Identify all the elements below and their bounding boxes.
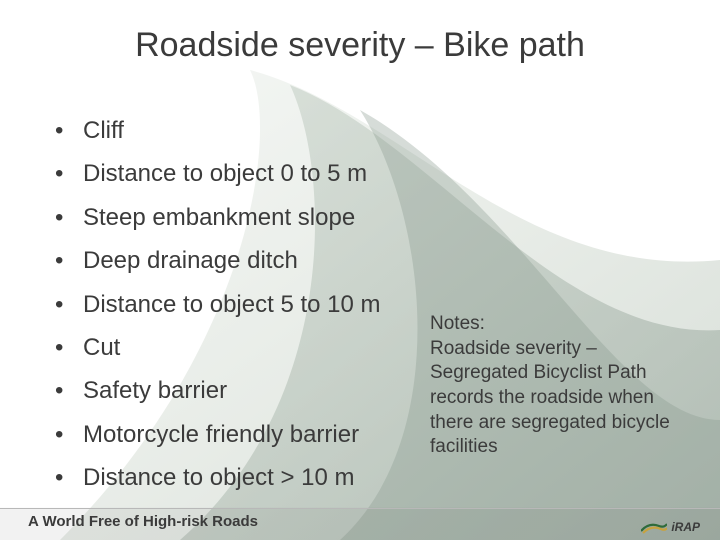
footer-bar: A World Free of High-risk Roads iRAP bbox=[0, 504, 720, 540]
bullet-dot: • bbox=[55, 293, 83, 317]
bullet-dot: • bbox=[55, 249, 83, 273]
bullet-list: •Cliff •Distance to object 0 to 5 m •Ste… bbox=[55, 115, 381, 506]
bullet-text: Distance to object > 10 m bbox=[83, 462, 354, 494]
bullet-text: Deep drainage ditch bbox=[83, 245, 298, 277]
list-item: •Safety barrier bbox=[55, 375, 381, 407]
logo-swish-icon bbox=[641, 520, 667, 534]
bullet-text: Safety barrier bbox=[83, 375, 227, 407]
notes-body: Roadside severity – Segregated Bicyclist… bbox=[430, 337, 680, 460]
list-item: •Distance to object > 10 m bbox=[55, 462, 381, 494]
logo-text: iRAP bbox=[671, 520, 700, 534]
list-item: •Motorcycle friendly barrier bbox=[55, 419, 381, 451]
bullet-text: Cliff bbox=[83, 115, 124, 147]
notes-block: Notes: Roadside severity – Segregated Bi… bbox=[430, 312, 680, 460]
list-item: •Deep drainage ditch bbox=[55, 245, 381, 277]
bullet-text: Motorcycle friendly barrier bbox=[83, 419, 359, 451]
bullet-dot: • bbox=[55, 466, 83, 490]
footer-tagline: A World Free of High-risk Roads bbox=[28, 513, 258, 530]
bullet-dot: • bbox=[55, 206, 83, 230]
bullet-dot: • bbox=[55, 423, 83, 447]
list-item: •Cut bbox=[55, 332, 381, 364]
bullet-text: Distance to object 0 to 5 m bbox=[83, 158, 367, 190]
notes-heading: Notes: bbox=[430, 312, 680, 337]
bullet-text: Cut bbox=[83, 332, 120, 364]
footer-logo: iRAP bbox=[641, 520, 700, 534]
bullet-dot: • bbox=[55, 336, 83, 360]
list-item: •Cliff bbox=[55, 115, 381, 147]
footer-divider bbox=[0, 508, 720, 509]
bullet-dot: • bbox=[55, 119, 83, 143]
bullet-text: Distance to object 5 to 10 m bbox=[83, 289, 381, 321]
bullet-text: Steep embankment slope bbox=[83, 202, 355, 234]
slide-title: Roadside severity – Bike path bbox=[0, 26, 720, 65]
list-item: •Distance to object 0 to 5 m bbox=[55, 158, 381, 190]
list-item: •Distance to object 5 to 10 m bbox=[55, 289, 381, 321]
bullet-dot: • bbox=[55, 162, 83, 186]
bullet-dot: • bbox=[55, 379, 83, 403]
list-item: •Steep embankment slope bbox=[55, 202, 381, 234]
